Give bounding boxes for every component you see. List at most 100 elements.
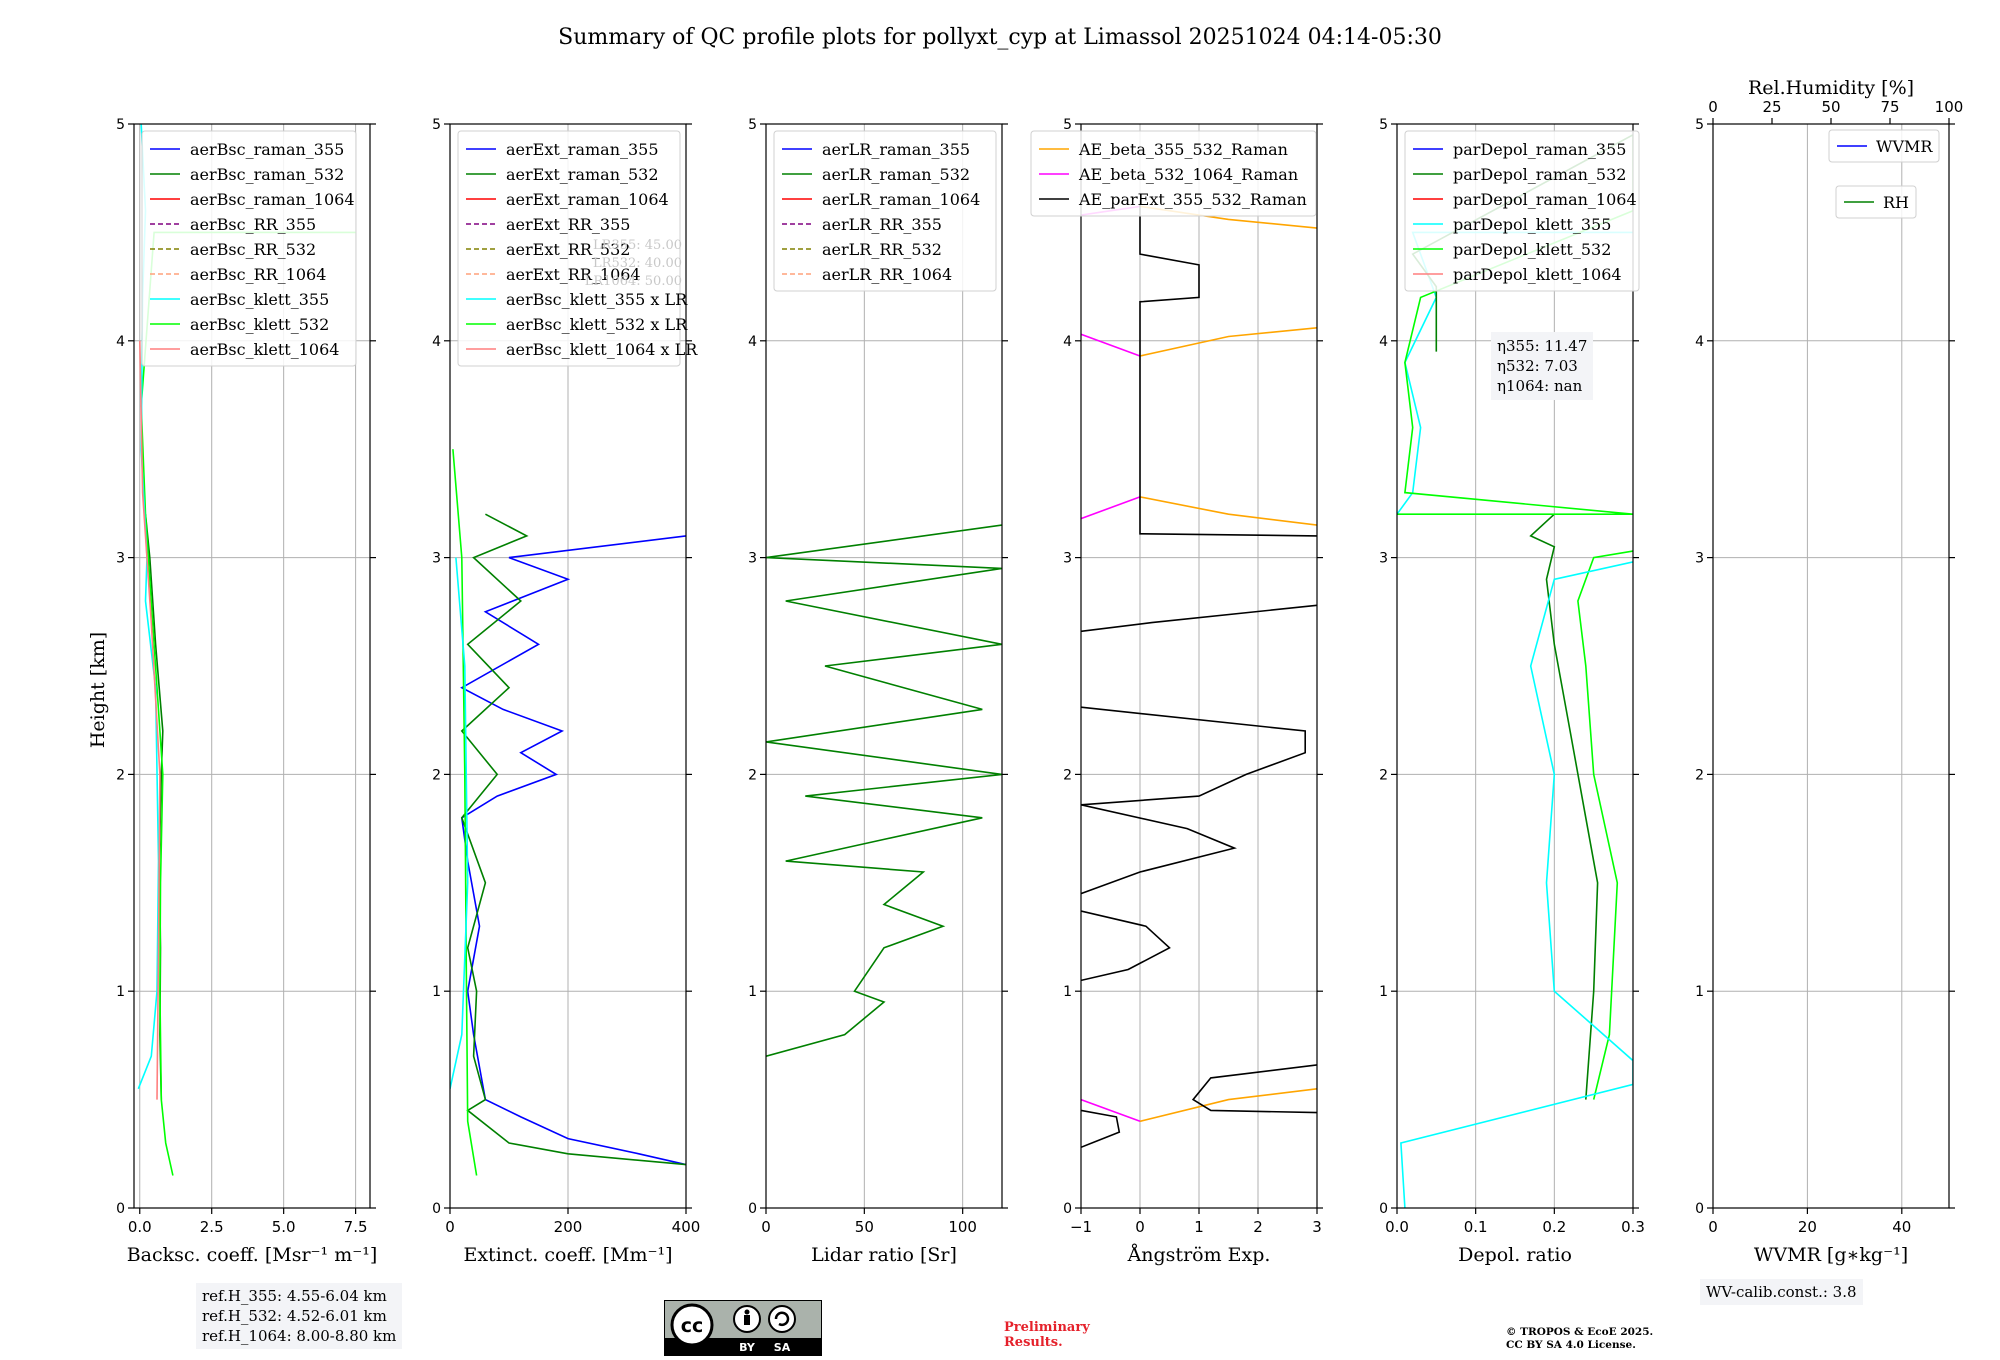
eta-532: η532: 7.03: [1497, 357, 1578, 375]
license-sa-label: SA: [774, 1341, 791, 1354]
y-tick-label: 5: [1695, 117, 1704, 133]
x-tick-label: 2: [1253, 1218, 1263, 1236]
legend-entry: aerBsc_klett_1064 x LR: [506, 340, 698, 359]
series-line-AE_parExt_355_532_Raman: [1081, 706, 1306, 806]
series-line-AE_beta_532_1064_Raman: [1081, 496, 1141, 520]
y-tick-label: 1: [432, 984, 441, 1000]
y-tick-label: 4: [748, 334, 757, 350]
y-tick-label: 1: [116, 984, 125, 1000]
legend-entry: aerBsc_klett_355: [190, 290, 329, 309]
legend-box: [1404, 130, 1640, 292]
y-tick-label: 1: [1695, 984, 1704, 1000]
legend-entry: RH: [1883, 193, 1909, 212]
y-axis-label: Height [km]: [87, 632, 109, 748]
x2-tick-label: 25: [1762, 98, 1781, 116]
y-tick-label: 5: [432, 117, 441, 133]
series-line-AE_parExt_355_532_Raman: [1139, 199, 1317, 537]
x-tick-label: 0.3: [1621, 1218, 1645, 1236]
legend-entry: aerLR_RR_355: [822, 215, 942, 234]
series-group: [766, 524, 1002, 1057]
x-axis-label: Backsc. coeff. [Msr⁻¹ m⁻¹]: [127, 1244, 378, 1266]
svg-text:cc: cc: [681, 1315, 704, 1337]
legend-entry: parDepol_klett_1064: [1453, 265, 1622, 284]
x-axis-label: Ångström Exp.: [1127, 1244, 1271, 1266]
lidar-ratio-label: LR532: 40.00: [593, 256, 682, 271]
y-tick-label: 3: [748, 551, 757, 567]
series-line-aerBsc_klett_532: [140, 231, 356, 1176]
series-line-aerBsc_klett_532 x LR: [452, 449, 478, 1176]
legend-entry: aerBsc_klett_1064: [190, 340, 339, 359]
eta-box: η355: 11.47 η532: 7.03 η1064: nan: [1491, 332, 1594, 400]
x-tick-label: 20: [1798, 1218, 1817, 1236]
y-tick-label: 2: [1379, 767, 1388, 783]
preliminary-note: Preliminary Results.: [1004, 1320, 1090, 1350]
x-tick-label: 50: [855, 1218, 874, 1236]
legend-box: [773, 130, 997, 292]
y-tick-label: 5: [1063, 117, 1072, 133]
x-tick-label: 0.0: [1385, 1218, 1409, 1236]
y-tick-label: 4: [116, 334, 125, 350]
series-line-AE_parExt_355_532_Raman: [1081, 1109, 1121, 1149]
series-line-parDepol_klett_532: [1577, 550, 1633, 1100]
axes-frame: [1396, 123, 1634, 1209]
x-tick-label: 0: [761, 1218, 771, 1236]
legend-entry: aerExt_RR_1064: [506, 265, 641, 284]
y-tick-label: 1: [1379, 984, 1388, 1000]
wv-calibration-box: WV-calib.const.: 3.8: [1700, 1279, 1863, 1305]
x-tick-label: −1: [1070, 1218, 1092, 1236]
wv-calib-const: WV-calib.const.: 3.8: [1706, 1283, 1857, 1301]
legend-entry: parDepol_raman_355: [1453, 140, 1626, 159]
series-line-AE_beta_355_532_Raman: [1139, 1088, 1317, 1123]
series-line-aerBsc_klett_355 x LR: [450, 557, 469, 1089]
reference-height-box: ref.H_355: 4.55-6.04 km ref.H_532: 4.52-…: [196, 1283, 403, 1349]
legend-entry: aerLR_RR_532: [822, 240, 942, 259]
x-tick-label: 0.1: [1464, 1218, 1488, 1236]
legend-entry: aerExt_raman_1064: [506, 190, 669, 209]
y-tick-label: 0: [748, 1201, 757, 1217]
y-tick-label: 0: [1063, 1201, 1072, 1217]
y-tick-label: 0: [432, 1201, 441, 1217]
series-group: [450, 449, 686, 1176]
legend-entry: aerLR_raman_532: [822, 165, 970, 184]
panel-0: 0.0 2.5 5.0 7.5 0 1 2 3 4 5 Backsc. coeff. [Msr⁻¹ …: [116, 117, 377, 1266]
x-tick-label: 0.0: [128, 1218, 152, 1236]
y-tick-label: 2: [1695, 767, 1704, 783]
panels: 0.0 2.5 5.0 7.5 0 1 2 3 4 5 Backsc. coeff. [Msr⁻¹ …: [116, 77, 1963, 1266]
eta-355: η355: 11.47: [1497, 337, 1588, 355]
legend-entry: AE_parExt_355_532_Raman: [1078, 190, 1307, 209]
x-axis-label: Lidar ratio [Sr]: [811, 1244, 957, 1266]
eta-1064: η1064: nan: [1497, 377, 1583, 395]
panel-2: 0 50 100 0 1 2 3 4 5 Lidar ratio [Sr] aerLR_raman_…: [748, 117, 1008, 1266]
x-axis-label: WVMR [g∗kg⁻¹]: [1754, 1244, 1908, 1266]
x-tick-label: 40: [1892, 1218, 1911, 1236]
series-line-aerLR_raman_532: [766, 524, 1002, 1057]
y-tick-label: 1: [1063, 984, 1072, 1000]
x2-tick-label: 100: [1935, 98, 1964, 116]
x-tick-label: 2.5: [200, 1218, 224, 1236]
y-tick-label: 4: [1063, 334, 1072, 350]
series-line-aerBsc_klett_1064: [139, 340, 161, 1100]
legend-entry: aerBsc_raman_1064: [190, 190, 355, 209]
x-tick-label: 5.0: [272, 1218, 296, 1236]
series-line-aerExt_raman_532: [460, 513, 686, 1166]
legend-entry: aerLR_raman_1064: [822, 190, 980, 209]
y-tick-label: 4: [1379, 334, 1388, 350]
copyright-line-1: © TROPOS & EcoE 2025.: [1506, 1326, 1654, 1338]
legend-entry: aerBsc_klett_532: [190, 315, 329, 334]
x2-tick-label: 0: [1708, 98, 1718, 116]
axes-frame: [1712, 123, 1950, 1209]
legend-entry: aerExt_raman_532: [506, 165, 659, 184]
ref-height-1064: ref.H_1064: 8.00-8.80 km: [202, 1327, 397, 1345]
y-tick-label: 3: [432, 551, 441, 567]
y-tick-label: 3: [1695, 551, 1704, 567]
preliminary-line-1: Preliminary: [1004, 1320, 1090, 1335]
ref-height-532: ref.H_532: 4.52-6.01 km: [202, 1307, 387, 1325]
legend-box: [1835, 185, 1917, 219]
legend-entry: parDepol_klett_355: [1453, 215, 1611, 234]
panel-5: 0 20 40 0 1 2 3 4 5 WVMR [g∗kg⁻¹] 0 25 50 75 100 Rel.Hu…: [1695, 77, 1963, 1266]
legend-box: [141, 130, 357, 367]
x2-axis-label: Rel.Humidity [%]: [1748, 77, 1914, 99]
legend-box: [1828, 129, 1940, 163]
y-tick-label: 5: [116, 117, 125, 133]
